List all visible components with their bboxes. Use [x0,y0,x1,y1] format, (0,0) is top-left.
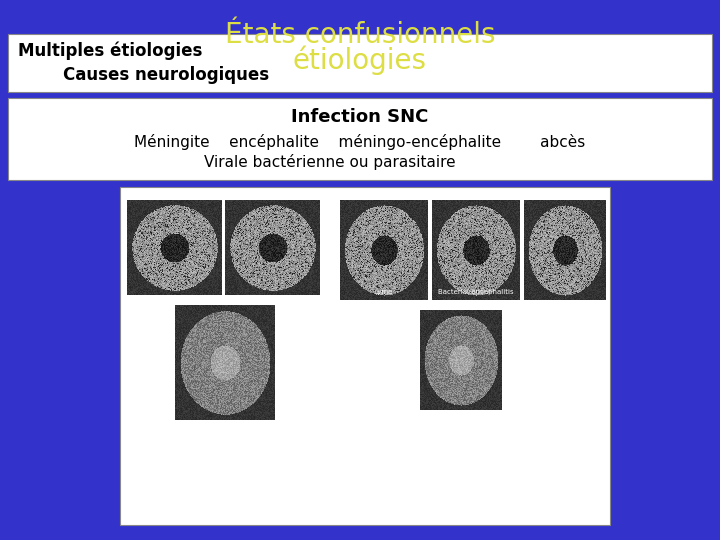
FancyBboxPatch shape [8,98,712,180]
FancyBboxPatch shape [8,34,712,92]
Text: États confusionnels: États confusionnels [225,21,495,49]
Text: Infection SNC: Infection SNC [292,108,428,126]
Text: Méningite    encéphalite    méningo-encéphalite        abcès: Méningite encéphalite méningo-encéphalit… [135,134,585,150]
Text: Virale bactérienne ou parasitaire: Virale bactérienne ou parasitaire [204,154,456,170]
Text: Causes neurologiques: Causes neurologiques [63,66,269,84]
FancyBboxPatch shape [120,187,610,525]
Text: Lyme: Lyme [375,289,393,295]
Text: étiologies: étiologies [293,45,427,75]
Text: Bacterial encephalitis: Bacterial encephalitis [438,289,514,295]
Text: Multiples étiologies: Multiples étiologies [18,42,202,60]
